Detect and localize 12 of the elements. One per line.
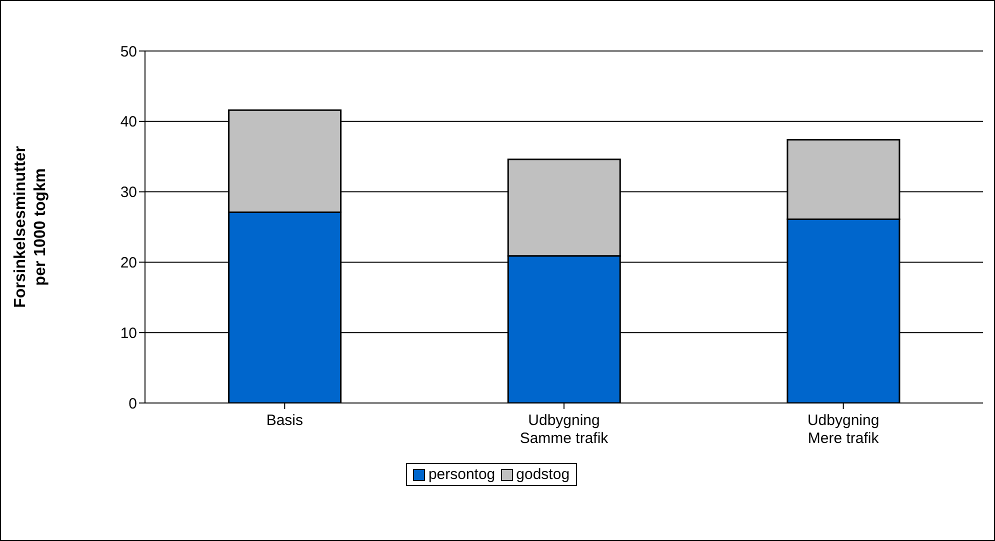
x-tick-label: Udbygning Samme trafik	[520, 412, 609, 447]
legend-label: persontog	[427, 466, 496, 483]
y-axis-title: Forsinkelsesminutter per 1000 togkm	[12, 146, 49, 308]
y-tick-label: 0	[128, 395, 137, 412]
y-tick-label: 20	[120, 254, 137, 272]
y-tick-label: 30	[120, 184, 137, 202]
y-tick-label: 50	[120, 43, 137, 60]
x-tick-label: Basis	[266, 412, 304, 429]
legend-label: godstog	[515, 466, 570, 483]
y-tick-label: 40	[120, 114, 137, 131]
y-tick-label: 10	[120, 324, 137, 342]
x-tick-label: Udbygning Mere trafik	[807, 412, 880, 447]
